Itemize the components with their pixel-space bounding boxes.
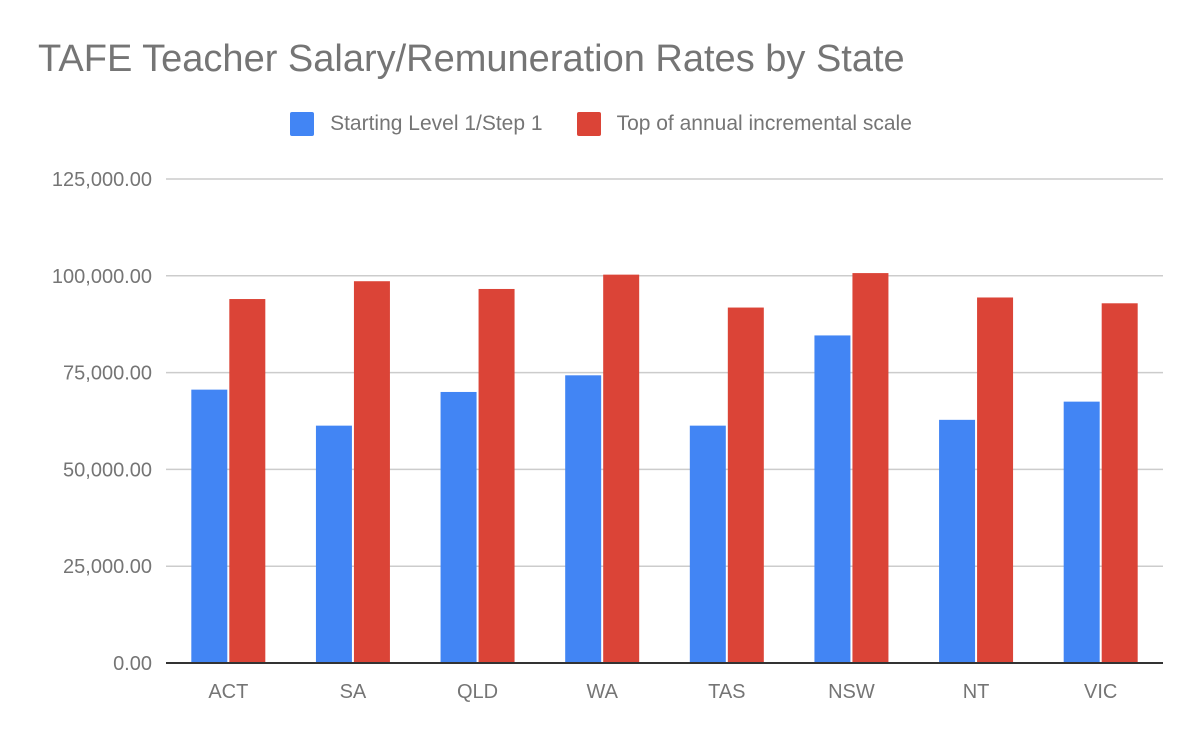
legend-swatch-top-of-scale <box>576 112 601 136</box>
x-tick-label: SA <box>340 681 367 703</box>
bar-nt-starting-level <box>939 419 976 663</box>
y-tick-label: 50,000.00 <box>63 459 152 481</box>
x-tick-label: NT <box>963 681 990 703</box>
bar-nsw-starting-level <box>814 335 851 663</box>
x-tick-label: ACT <box>208 681 248 703</box>
legend-label-top-of-scale: Top of annual incremental scale <box>616 112 912 135</box>
bar-wa-top-of-scale <box>603 274 640 663</box>
bar-vic-top-of-scale <box>1101 303 1138 663</box>
y-tick-label: 25,000.00 <box>63 556 152 578</box>
legend: Starting Level 1/Step 1 Top of annual in… <box>0 112 1200 136</box>
bar-tas-starting-level <box>689 425 726 663</box>
bar-act-top-of-scale <box>229 299 266 663</box>
bar-sa-top-of-scale <box>353 281 390 663</box>
bar-sa-starting-level <box>315 425 352 663</box>
x-tick-label: QLD <box>457 681 498 703</box>
x-tick-label: VIC <box>1084 681 1117 703</box>
legend-label-starting-level: Starting Level 1/Step 1 <box>330 112 543 135</box>
bar-wa-starting-level <box>565 375 602 663</box>
bar-vic-starting-level <box>1063 401 1100 663</box>
x-tick-label: TAS <box>708 681 745 703</box>
x-tick-label: WA <box>586 681 618 703</box>
bar-nsw-top-of-scale <box>852 273 889 663</box>
y-tick-label: 100,000.00 <box>52 266 152 288</box>
bar-nt-top-of-scale <box>977 297 1014 663</box>
chart-title: TAFE Teacher Salary/Remuneration Rates b… <box>38 38 905 80</box>
legend-swatch-starting-level <box>290 112 315 136</box>
legend-item-starting-level: Starting Level 1/Step 1 <box>290 112 543 136</box>
legend-item-top-of-scale: Top of annual incremental scale <box>576 112 912 136</box>
bar-act-starting-level <box>191 389 228 663</box>
bar-qld-top-of-scale <box>478 288 515 663</box>
y-tick-label: 75,000.00 <box>63 363 152 385</box>
bar-qld-starting-level <box>440 391 477 663</box>
x-tick-label: NSW <box>828 681 875 703</box>
y-tick-label: 0.00 <box>113 653 152 675</box>
bar-tas-top-of-scale <box>727 307 764 663</box>
y-tick-label: 125,000.00 <box>52 169 152 191</box>
